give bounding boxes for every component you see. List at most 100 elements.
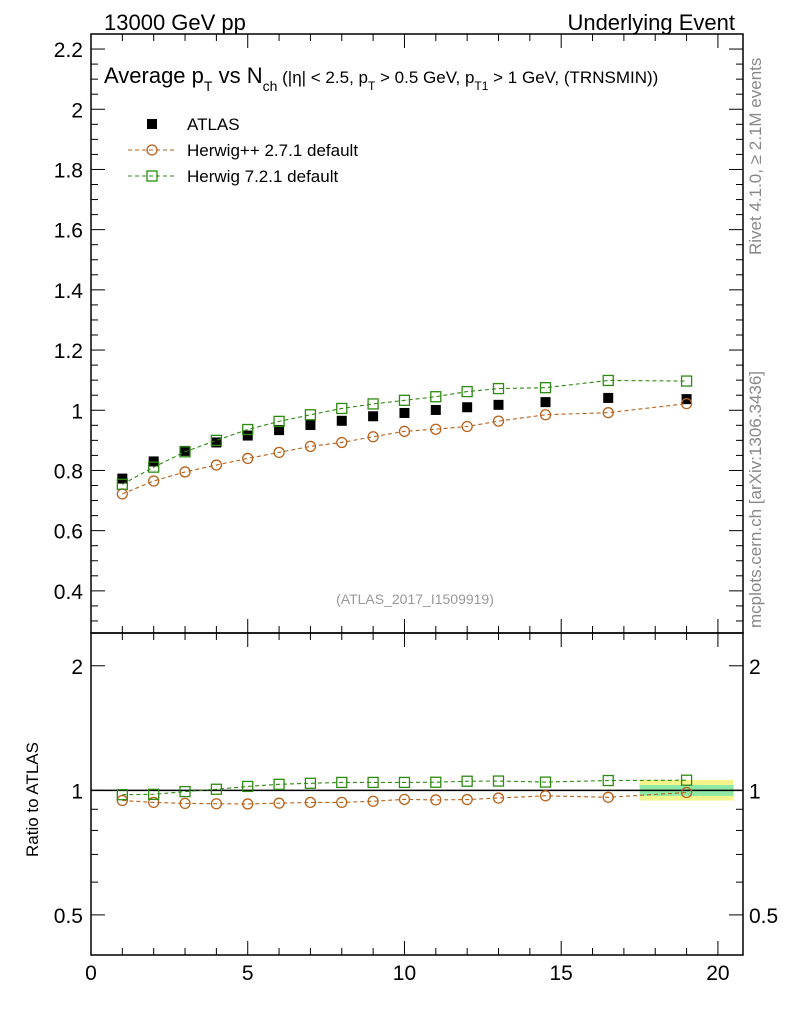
data-series [116, 374, 693, 810]
ratio-data-point [367, 776, 379, 789]
title-sub-ch: ch [263, 78, 278, 94]
data-point [461, 385, 473, 398]
y-tick-label: 1.8 [54, 159, 83, 182]
legend-item: ATLAS [147, 115, 240, 134]
y-tick-label: 0.8 [54, 460, 83, 483]
ratio-y-tick-label-right: 0.5 [749, 905, 778, 928]
ratio-data-point [492, 775, 505, 787]
data-point [430, 391, 442, 403]
ratio-data-point [273, 797, 285, 809]
data-point [398, 425, 411, 437]
data-point [367, 431, 379, 443]
data-point [539, 409, 552, 421]
data-point [179, 466, 191, 478]
ratio-data-point [680, 774, 693, 786]
data-point [399, 407, 410, 418]
series-herwig-7-2-1-default [116, 374, 693, 490]
ratio-y-tick-label: 2 [71, 656, 83, 679]
data-point [368, 411, 379, 422]
ratio-series-line [122, 791, 687, 805]
series-atlas [117, 392, 692, 484]
ratio-data-point [539, 790, 552, 802]
data-point [148, 475, 160, 487]
ratio-data-point [492, 792, 505, 804]
y-tick-label: 2.2 [54, 39, 83, 62]
ratio-panel-frame [90, 632, 744, 956]
ratio-data-point [148, 796, 160, 809]
data-point [336, 436, 348, 449]
ratio-series-herwig-7-2-1-default [116, 774, 693, 801]
data-point [680, 375, 693, 387]
ratio-data-point [430, 794, 442, 806]
legend: ATLAS Herwig++ 2.7.1 default Herwig 7.2.1 … [128, 115, 358, 186]
y-tick-label: 1.2 [54, 340, 83, 363]
data-point [273, 415, 285, 428]
ratio-data-point [210, 798, 223, 810]
ratio-data-point [148, 788, 160, 800]
ratio-data-point [461, 775, 473, 787]
ratio-data-point [336, 776, 348, 789]
y-tick-label: 0.4 [54, 581, 84, 604]
x-tick-label: 15 [550, 962, 573, 985]
ratio-series-line [122, 779, 687, 796]
plot-title: Average pT vs Nch (|η| < 2.5, pT > 0.5 G… [104, 63, 658, 94]
legend-marker [146, 144, 158, 156]
legend-marker [147, 119, 157, 129]
data-point [680, 397, 693, 410]
title-sub-t: T [204, 78, 213, 94]
data-point [602, 374, 614, 387]
title-part3: > 1 GeV, (TRNSMIN)) [488, 68, 658, 87]
y-tick-label: 1.4 [54, 280, 84, 303]
data-point [211, 437, 222, 448]
data-point [242, 452, 254, 465]
ratio-data-point [210, 783, 223, 795]
ratio-data-point [116, 794, 128, 807]
data-point [492, 382, 505, 395]
x-tick-label: 20 [706, 962, 729, 985]
legend-item: Herwig 7.2.1 default [128, 167, 338, 186]
legend-item: Herwig++ 2.7.1 default [128, 141, 358, 160]
ratio-y-tick-label: 0.5 [54, 905, 83, 928]
title-part1: (|η| < 2.5, p [277, 68, 368, 87]
ratio-data-point [602, 791, 614, 803]
y-tick-label: 1.6 [54, 220, 83, 243]
legend-label: Herwig 7.2.1 default [187, 167, 338, 186]
series-line [122, 403, 687, 495]
data-point [117, 473, 128, 484]
ratio-data-point [304, 796, 317, 809]
ratio-y-tick-label-right: 1 [749, 780, 761, 803]
ratio-axis-label: Ratio to ATLAS [23, 742, 42, 857]
ratio-data-point [179, 797, 191, 810]
ratio-data-point [367, 795, 379, 807]
legend-label: Herwig++ 2.7.1 default [187, 141, 358, 160]
data-point [367, 398, 379, 410]
title-sub-t1: T1 [474, 79, 488, 93]
data-point [242, 430, 253, 441]
ratio-data-point [430, 776, 442, 788]
ratio-data-point [242, 780, 254, 793]
series-line [122, 379, 687, 485]
analysis-watermark: (ATLAS_2017_I1509919) [336, 591, 494, 607]
data-point [461, 420, 473, 433]
header-right: Underlying Event [567, 10, 735, 35]
y-tick-label: 0.6 [54, 521, 83, 544]
data-point [148, 456, 159, 467]
ratio-data-point [461, 793, 473, 806]
data-point [430, 423, 442, 435]
data-point [398, 394, 411, 406]
data-point [492, 415, 505, 427]
ratio-y-tick-label: 1 [71, 780, 83, 803]
data-point [304, 409, 317, 421]
ratio-data-point [179, 785, 191, 798]
ratio-data-point [336, 796, 348, 809]
data-point [179, 446, 191, 458]
data-point [462, 402, 473, 413]
data-point [242, 423, 254, 436]
x-tick-label: 10 [393, 962, 416, 985]
x-tick-label: 5 [242, 962, 254, 985]
data-point [210, 459, 223, 471]
rivet-label: Rivet 4.1.0, ≥ 2.1M events [746, 58, 765, 255]
title-sub-t2: T [368, 79, 376, 93]
data-point [602, 407, 614, 419]
